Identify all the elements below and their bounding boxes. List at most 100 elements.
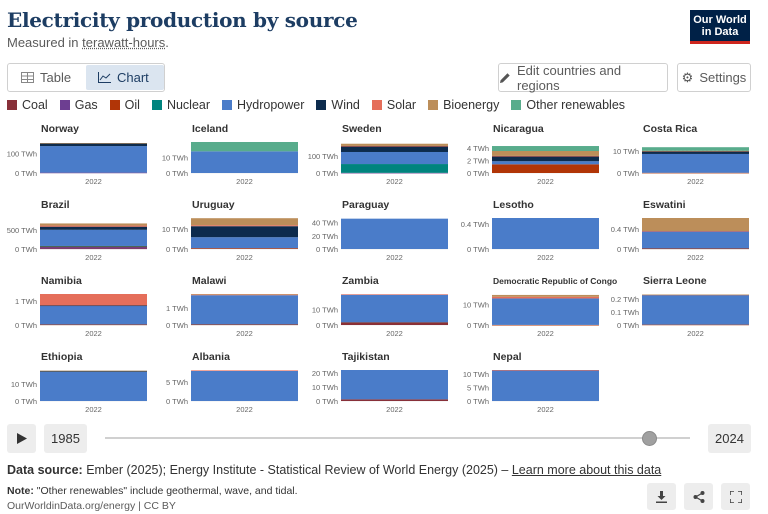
band-oil[interactable]	[191, 248, 298, 249]
band-solar[interactable]	[341, 294, 448, 295]
legend-item-other-renewables[interactable]: Other renewables	[511, 98, 625, 112]
band-wind[interactable]	[40, 370, 147, 372]
panel-tajikistan[interactable]: Tajikistan 20 TWh 10 TWh 0 TWh 2022	[312, 351, 448, 414]
band-hydropower[interactable]	[492, 218, 599, 249]
panel-nepal[interactable]: Nepal 10 TWh 5 TWh 0 TWh 2022	[463, 351, 599, 414]
band-solar[interactable]	[341, 145, 448, 147]
band-other-renewables[interactable]	[492, 146, 599, 151]
band-hydropower[interactable]	[191, 237, 298, 249]
band-coal[interactable]	[40, 248, 147, 250]
band-bioenergy[interactable]	[341, 143, 448, 146]
band-bioenergy[interactable]	[492, 150, 599, 156]
band-solar[interactable]	[492, 370, 599, 371]
band-bioenergy[interactable]	[642, 294, 749, 296]
band-bioenergy[interactable]	[40, 223, 147, 226]
band-wind[interactable]	[40, 143, 147, 147]
band-gas[interactable]	[40, 246, 147, 249]
legend-item-hydropower[interactable]: Hydropower	[222, 98, 304, 112]
edit-countries-button[interactable]: Edit countries and regions	[498, 63, 668, 93]
band-oil[interactable]	[642, 172, 749, 174]
share-button[interactable]	[684, 483, 713, 510]
timeline-end-year[interactable]: 2024	[708, 424, 751, 453]
band-hydropower[interactable]	[642, 231, 749, 249]
panel-norway[interactable]: Norway 100 TWh 0 TWh 2022	[7, 123, 147, 186]
band-wind[interactable]	[642, 151, 749, 154]
band-bioenergy[interactable]	[191, 218, 298, 226]
unit-link[interactable]: terawatt-hours	[82, 35, 166, 50]
panel-malawi[interactable]: Malawi 1 TWh 0 TWh 2022	[166, 275, 298, 338]
download-button[interactable]	[647, 483, 676, 510]
panel-eswatini[interactable]: Eswatini 0.4 TWh 0 TWh 2022	[611, 199, 749, 262]
band-hydropower[interactable]	[341, 218, 448, 249]
legend-item-gas[interactable]: Gas	[59, 98, 98, 112]
panel-namibia[interactable]: Namibia 1 TWh 0 TWh 2022	[15, 275, 147, 338]
band-hydropower[interactable]	[191, 295, 298, 325]
panel-ethiopia[interactable]: Ethiopia 10 TWh 0 TWh 2022	[11, 351, 147, 414]
timeline-start-year[interactable]: 1985	[44, 424, 87, 453]
panel-albania[interactable]: Albania 5 TWh 0 TWh 2022	[166, 351, 298, 414]
panel-zambia[interactable]: Zambia 10 TWh 0 TWh 2022	[312, 275, 448, 338]
band-oil[interactable]	[642, 248, 749, 250]
band-bioenergy[interactable]	[40, 370, 147, 372]
band-hydropower[interactable]	[191, 151, 298, 173]
panel-lesotho[interactable]: Lesotho 0.4 TWh 0 TWh 2022	[461, 199, 599, 262]
legend-item-nuclear[interactable]: Nuclear	[151, 98, 210, 112]
band-bioenergy[interactable]	[492, 294, 599, 297]
band-hydropower[interactable]	[492, 298, 599, 325]
band-oil[interactable]	[40, 324, 147, 326]
panel-brazil[interactable]: Brazil 500 TWh 0 TWh 2022	[7, 199, 147, 262]
settings-button[interactable]: ⚙ Settings	[677, 63, 751, 92]
band-solar[interactable]	[492, 155, 599, 157]
band-solar[interactable]	[191, 294, 298, 296]
timeline-track[interactable]	[105, 437, 690, 439]
band-hydropower[interactable]	[492, 370, 599, 401]
band-hydropower[interactable]	[492, 161, 599, 165]
band-oil[interactable]	[341, 322, 448, 324]
tab-chart[interactable]: Chart	[86, 65, 164, 90]
band-wind[interactable]	[341, 146, 448, 152]
band-hydropower[interactable]	[642, 294, 749, 325]
band-wind[interactable]	[492, 156, 599, 162]
band-oil[interactable]	[492, 164, 599, 173]
timeline-handle[interactable]	[642, 431, 658, 446]
band-hydropower[interactable]	[341, 370, 448, 400]
band-solar[interactable]	[642, 231, 749, 232]
band-other-renewables[interactable]	[191, 142, 298, 152]
legend-item-coal[interactable]: Coal	[7, 98, 48, 112]
band-hydropower[interactable]	[40, 305, 147, 325]
panel-democratic-republic-of-congo[interactable]: Democratic Republic of Congo 10 TWh 0 TWh 2…	[463, 276, 617, 338]
band-oil[interactable]	[642, 324, 749, 326]
panel-sierra-leone[interactable]: Sierra Leone 0.2 TWh 0.1 TWh 0 TWh 2022	[611, 275, 749, 338]
band-hydropower[interactable]	[191, 370, 298, 401]
band-hydropower[interactable]	[642, 153, 749, 173]
band-coal[interactable]	[341, 399, 448, 401]
panel-uruguay[interactable]: Uruguay 10 TWh 0 TWh 2022	[162, 199, 298, 262]
band-hydropower[interactable]	[40, 146, 147, 173]
panel-costa-rica[interactable]: Costa Rica 10 TWh 0 TWh 2022	[613, 123, 749, 186]
band-oil[interactable]	[492, 324, 599, 326]
band-hydropower[interactable]	[40, 371, 147, 401]
fullscreen-button[interactable]	[721, 483, 750, 510]
band-solar[interactable]	[40, 225, 147, 227]
band-bioenergy[interactable]	[642, 150, 749, 152]
band-hydropower[interactable]	[40, 229, 147, 246]
panel-nicaragua[interactable]: Nicaragua 4 TWh 2 TWh 0 TWh 2022	[467, 123, 599, 186]
legend-item-bioenergy[interactable]: Bioenergy	[428, 98, 499, 112]
band-bioenergy[interactable]	[191, 294, 298, 295]
band-gas[interactable]	[40, 172, 147, 174]
band-nuclear[interactable]	[341, 164, 448, 173]
band-other-renewables[interactable]	[642, 147, 749, 151]
band-gas[interactable]	[341, 172, 448, 174]
band-coal[interactable]	[341, 322, 448, 325]
learn-more-link[interactable]: Learn more about this data	[511, 463, 662, 477]
owid-logo[interactable]: Our World in Data	[690, 10, 750, 44]
band-bioenergy[interactable]	[642, 218, 749, 231]
band-bioenergy[interactable]	[40, 143, 147, 144]
panel-sweden[interactable]: Sweden 100 TWh 0 TWh 2022	[308, 123, 448, 186]
band-wind[interactable]	[40, 226, 147, 230]
legend-item-solar[interactable]: Solar	[371, 98, 416, 112]
band-hydropower[interactable]	[341, 151, 448, 165]
credit-link[interactable]: OurWorldinData.org/energy | CC BY	[7, 500, 176, 512]
play-button[interactable]	[7, 424, 36, 453]
band-oil[interactable]	[191, 324, 298, 326]
